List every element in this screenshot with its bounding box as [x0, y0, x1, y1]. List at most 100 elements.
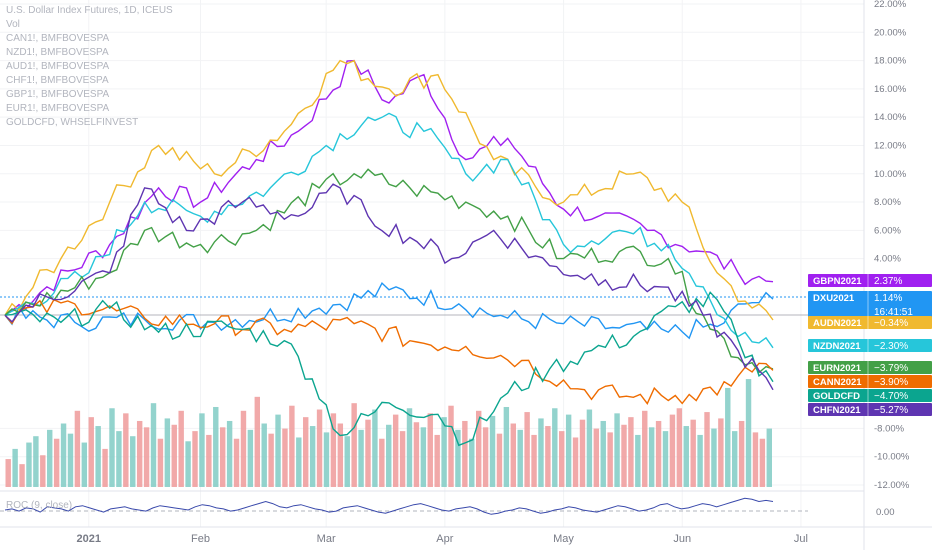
volume-bar	[164, 418, 171, 487]
volume-bar	[226, 420, 233, 487]
volume-bar	[247, 429, 254, 487]
volume-bar	[690, 419, 696, 487]
volume-bar	[261, 423, 267, 487]
volume-bar	[572, 437, 579, 487]
volume-bar	[74, 410, 81, 487]
volume-bar	[441, 417, 447, 487]
volume-bar	[718, 418, 724, 487]
price-tag-value: −3.90%	[874, 377, 908, 388]
price-tag-chfn2021[interactable]: CHFN2021 −5.27%	[808, 403, 932, 416]
x-tick-label: Apr	[436, 533, 453, 545]
x-tick-label: Feb	[191, 533, 210, 545]
price-tag-label: NZDN2021	[813, 341, 861, 352]
y-tick-label: -10.00%	[874, 452, 910, 463]
volume-bar	[240, 410, 247, 487]
price-tag-value: −2.30%	[874, 341, 908, 352]
volume-bar	[254, 396, 260, 487]
price-tag-audn2021[interactable]: AUDN2021 −0.34%	[808, 316, 932, 329]
volume-bar	[648, 427, 655, 487]
price-tag-box	[808, 274, 932, 287]
volume-bar	[379, 438, 385, 487]
price-tag-value: 2.37%	[874, 276, 902, 287]
volume-bar	[344, 436, 350, 487]
volume-bar	[607, 432, 613, 487]
price-tag-cann2021[interactable]: CANN2021 −3.90%	[808, 375, 932, 388]
volume-bar	[448, 405, 454, 487]
volume-bar	[711, 428, 717, 487]
y-tick-label: 18.00%	[874, 56, 907, 67]
y-tick-label: 6.00%	[874, 225, 901, 236]
price-tag-dxu2021[interactable]: DXU2021 1.14% 16:41:51	[808, 291, 932, 319]
y-tick-label: 16.00%	[874, 84, 907, 95]
series-line-cann2021	[4, 298, 774, 405]
roc-zero-tick: 0.00	[876, 507, 895, 518]
legend-line-can[interactable]: CAN1!, BMFBOVESPA	[6, 33, 110, 44]
volume-bar	[669, 414, 676, 487]
volume-bar	[5, 459, 11, 487]
series-line-dxu2021	[4, 281, 774, 340]
chart-title[interactable]: U.S. Dollar Index Futures, 1D, ICEUS	[6, 5, 173, 16]
volume-bar	[489, 415, 496, 487]
series-line-chfn2021	[4, 183, 774, 391]
y-tick-label: 22.00%	[874, 0, 907, 10]
volume-bar	[130, 436, 136, 487]
volume-bar	[614, 413, 620, 487]
price-tag-value: −3.79%	[874, 363, 908, 374]
countdown-timer: 16:41:51	[874, 307, 913, 318]
x-tick-label: Mar	[317, 533, 336, 545]
volume-bar	[392, 414, 399, 487]
price-tag-nzdn2021[interactable]: NZDN2021 −2.30%	[808, 339, 932, 352]
volume-bar	[413, 422, 420, 487]
volume-bar	[116, 431, 122, 487]
x-tick-label: May	[553, 533, 574, 545]
volume-bar	[275, 414, 281, 487]
legend-line-gold[interactable]: GOLDCFD, WHSELFINVEST	[6, 117, 139, 128]
volume-bar	[510, 423, 516, 487]
price-tag-box	[808, 375, 932, 388]
volume-bar	[95, 426, 101, 487]
volume-bar	[102, 448, 108, 487]
volume-bar	[759, 438, 766, 487]
volume-bar	[635, 434, 641, 487]
volume-bar	[524, 412, 530, 487]
volume-bar	[642, 410, 648, 487]
legend-line-vol[interactable]: Vol	[6, 19, 20, 30]
price-tag-gbpn2021[interactable]: GBPN2021 2.37%	[808, 274, 932, 287]
volume-bar	[358, 429, 364, 487]
price-tag-eurn2021[interactable]: EURN2021 −3.79%	[808, 361, 932, 374]
y-tick-label: 20.00%	[874, 27, 907, 38]
legend-line-aud[interactable]: AUD1!, BMFBOVESPA	[6, 61, 110, 72]
series-price-tags[interactable]: GBPN2021 2.37% DXU2021 1.14%16:41:51AUDN202…	[808, 274, 932, 416]
volume-bar	[136, 420, 143, 487]
legend-line-gbp[interactable]: GBP1!, BMFBOVESPA	[6, 89, 110, 100]
volume-bar	[406, 408, 413, 487]
roc-line	[4, 497, 774, 515]
volume-bar	[282, 428, 288, 487]
legend-line-chf[interactable]: CHF1!, BMFBOVESPA	[6, 75, 109, 86]
y-axis-ticks: 22.00% 20.00% 18.00% 16.00% 14.00% 12.00% 10.0…	[874, 0, 910, 491]
volume-bar	[496, 433, 503, 487]
volume-bar	[26, 442, 32, 487]
y-tick-label: 12.00%	[874, 140, 907, 151]
legend-line-eur[interactable]: EUR1!, BMFBOVESPA	[6, 103, 110, 114]
volume-bar	[19, 464, 25, 487]
volume-bar	[725, 387, 731, 487]
volume-bar	[199, 413, 205, 487]
x-axis-ticks: 2021 Feb Mar Apr May Jun Jul	[77, 533, 808, 545]
volume-bar	[565, 414, 572, 487]
volume-bar	[745, 379, 752, 487]
volume-bar	[351, 403, 357, 487]
volume-bar	[88, 417, 94, 487]
price-tag-box	[808, 389, 932, 402]
volume-bar	[268, 433, 274, 487]
volume-bar	[337, 423, 344, 487]
volume-bar	[323, 432, 330, 487]
legend-line-nzd[interactable]: NZD1!, BMFBOVESPA	[6, 47, 109, 58]
price-tag-goldcfd[interactable]: GOLDCFD −4.70%	[808, 389, 932, 402]
series-line-nzdn2021	[4, 112, 774, 349]
volume-bar	[309, 426, 316, 487]
volume-bar	[434, 434, 440, 487]
x-tick-label: Jul	[794, 533, 808, 545]
volume-bar	[81, 442, 88, 487]
volume-bar	[482, 427, 489, 487]
